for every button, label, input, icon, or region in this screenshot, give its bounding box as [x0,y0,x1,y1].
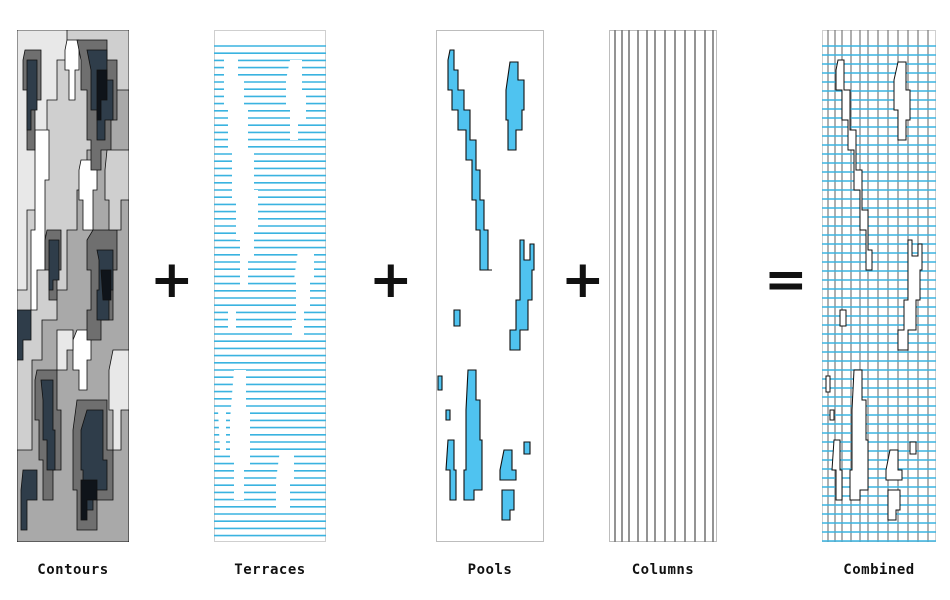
combined-map [822,30,936,542]
plus-operator-1: + [150,250,194,310]
terraces-panel [214,30,326,542]
pools-map [436,30,544,542]
combined-panel [822,30,936,542]
pools-panel [436,30,544,542]
terraces-map [214,30,326,542]
columns-map [609,30,717,542]
label-combined: Combined [843,562,915,578]
plus-operator-2: + [369,250,413,310]
label-pools: Pools [467,562,513,578]
contours-map [17,30,129,542]
columns-panel [609,30,717,542]
label-columns: Columns [631,562,695,578]
label-terraces: Terraces [234,562,306,578]
plus-operator-3: + [561,250,605,310]
label-contours: Contours [37,562,109,578]
equals-operator: = [764,250,808,310]
contours-panel [17,30,129,542]
